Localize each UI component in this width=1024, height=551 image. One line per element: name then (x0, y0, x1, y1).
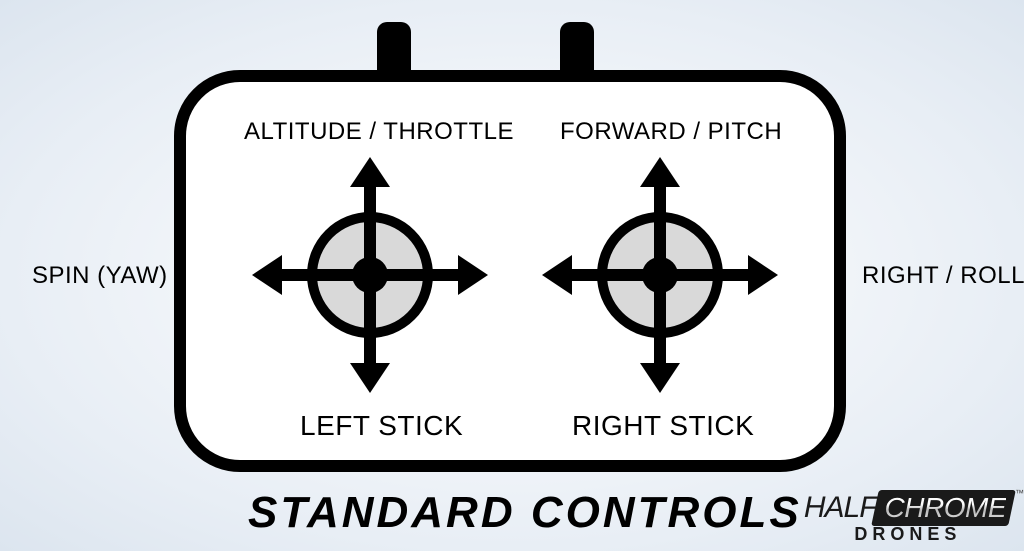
label-right-side: RIGHT / ROLL (862, 262, 1024, 290)
right-joystick-hub (642, 257, 678, 293)
label-left-side: SPIN (YAW) (32, 262, 168, 290)
label-right-top: FORWARD / PITCH (560, 118, 782, 146)
diagram-root: ALTITUDE / THROTTLE FORWARD / PITCH SPIN… (0, 0, 1024, 551)
logo-half-text: HALF (804, 490, 879, 526)
label-right-bottom: RIGHT STICK (572, 410, 754, 442)
diagram-title: STANDARD CONTROLS (248, 488, 802, 538)
label-left-top: ALTITUDE / THROTTLE (244, 118, 514, 146)
logo-chrome-box: CHROME (875, 490, 1012, 526)
label-left-bottom: LEFT STICK (300, 410, 463, 442)
logo-drones-text: DRONES (804, 524, 1012, 545)
brand-logo: HALF CHROME ™ DRONES (804, 490, 1012, 545)
logo-chrome-text: CHROME (885, 490, 1006, 526)
left-joystick-hub (352, 257, 388, 293)
logo-tm: ™ (1015, 488, 1024, 498)
